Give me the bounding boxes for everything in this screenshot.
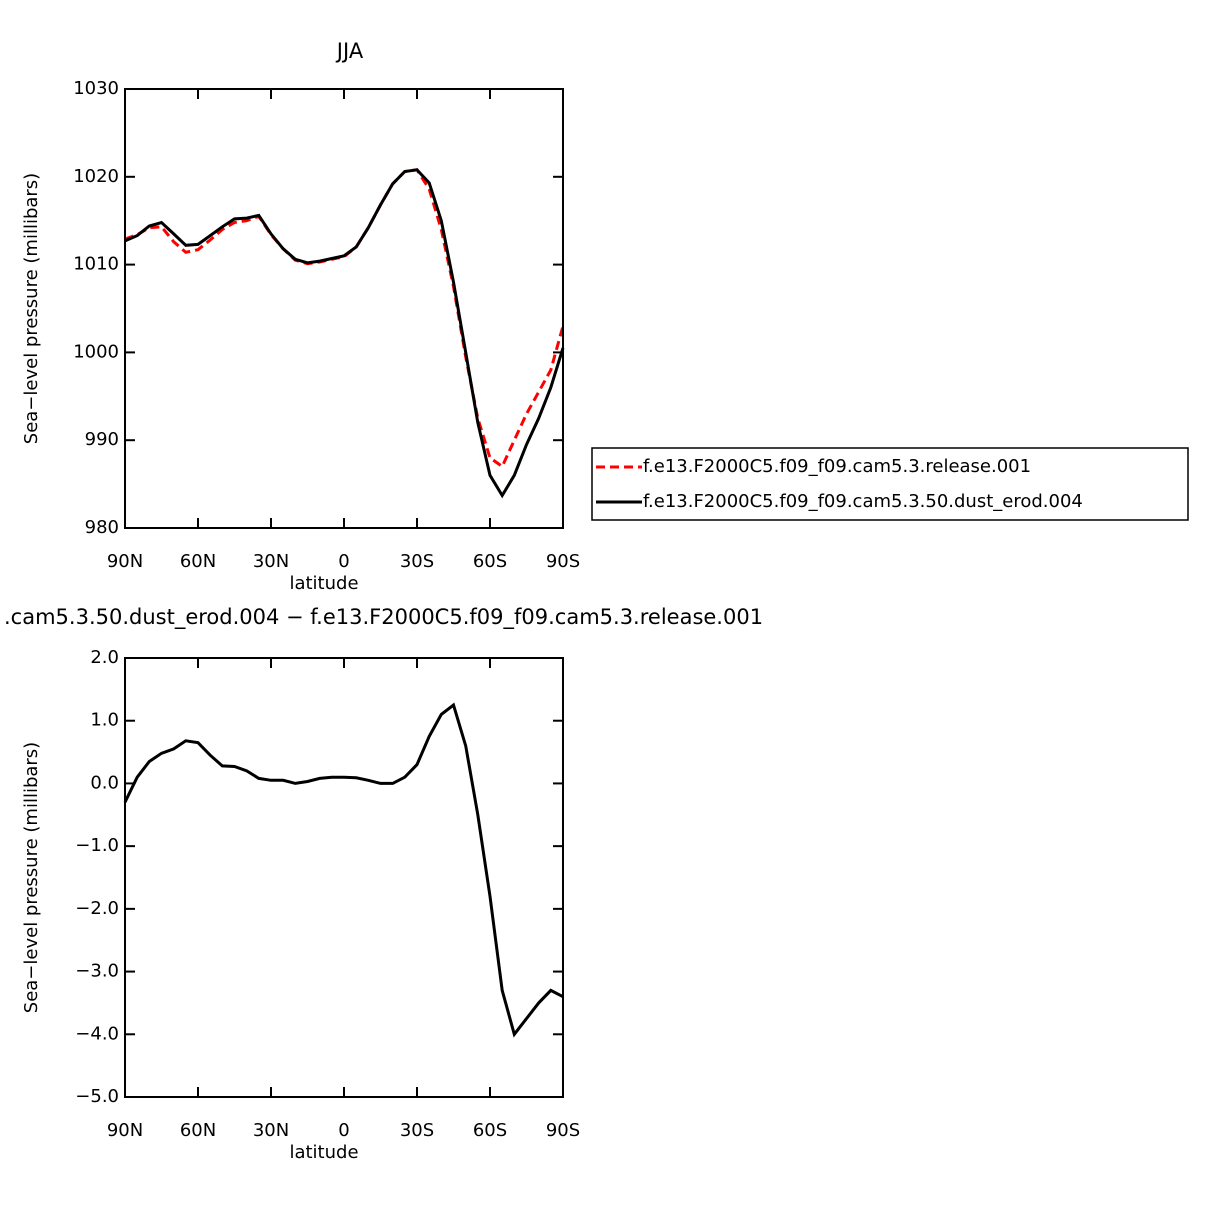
x-tick-label: 60N <box>180 551 216 572</box>
legend-box <box>591 447 1189 521</box>
x-tick-label: 30S <box>400 551 434 572</box>
plot-frame <box>124 88 564 529</box>
legend-label: f.e13.F2000C5.f09_f09.cam5.3.release.001 <box>643 456 1031 477</box>
y-tick-label: −1.0 <box>75 835 119 856</box>
x-tick-label: 90S <box>546 1120 580 1141</box>
x-tick-label: 90N <box>107 551 143 572</box>
x-tick-label: 30N <box>253 551 289 572</box>
data-line <box>123 702 564 1038</box>
y-tick-label: −4.0 <box>75 1023 119 1044</box>
y-tick-label: 1.0 <box>90 710 119 731</box>
legend-label: f.e13.F2000C5.f09_f09.cam5.3.50.dust_ero… <box>643 491 1083 512</box>
y-axis-label: Sea−level pressure (millibars) <box>21 173 42 444</box>
y-tick-label: −3.0 <box>75 961 119 982</box>
x-tick-label: 60N <box>180 1120 216 1141</box>
data-line <box>124 168 565 469</box>
data-line <box>124 168 565 499</box>
y-tick-label: 980 <box>85 517 119 538</box>
y-tick-label: 0.0 <box>90 772 119 793</box>
x-tick-label: 60S <box>473 1120 507 1141</box>
y-axis-label: Sea−level pressure (millibars) <box>21 742 42 1013</box>
x-tick-label: 30N <box>253 1120 289 1141</box>
x-tick-label: 60S <box>473 551 507 572</box>
plot-frame <box>124 657 564 1098</box>
y-tick-label: −5.0 <box>75 1086 119 1107</box>
x-tick-label: 0 <box>338 1120 349 1141</box>
y-tick-label: −2.0 <box>75 898 119 919</box>
chart-title: JJA <box>335 39 364 63</box>
x-tick-label: 90S <box>546 551 580 572</box>
chart-title: .cam5.3.50.dust_erod.004 − f.e13.F2000C5… <box>4 605 763 630</box>
y-tick-label: 1000 <box>73 341 119 362</box>
y-tick-label: 1030 <box>73 78 119 99</box>
y-tick-label: 1020 <box>73 166 119 187</box>
x-tick-label: 0 <box>338 551 349 572</box>
x-axis-label: latitude <box>289 1142 358 1163</box>
x-tick-label: 30S <box>400 1120 434 1141</box>
y-tick-label: 1010 <box>73 254 119 275</box>
y-tick-label: 2.0 <box>90 647 119 668</box>
x-axis-label: latitude <box>289 573 358 594</box>
x-tick-label: 90N <box>107 1120 143 1141</box>
y-tick-label: 990 <box>85 429 119 450</box>
